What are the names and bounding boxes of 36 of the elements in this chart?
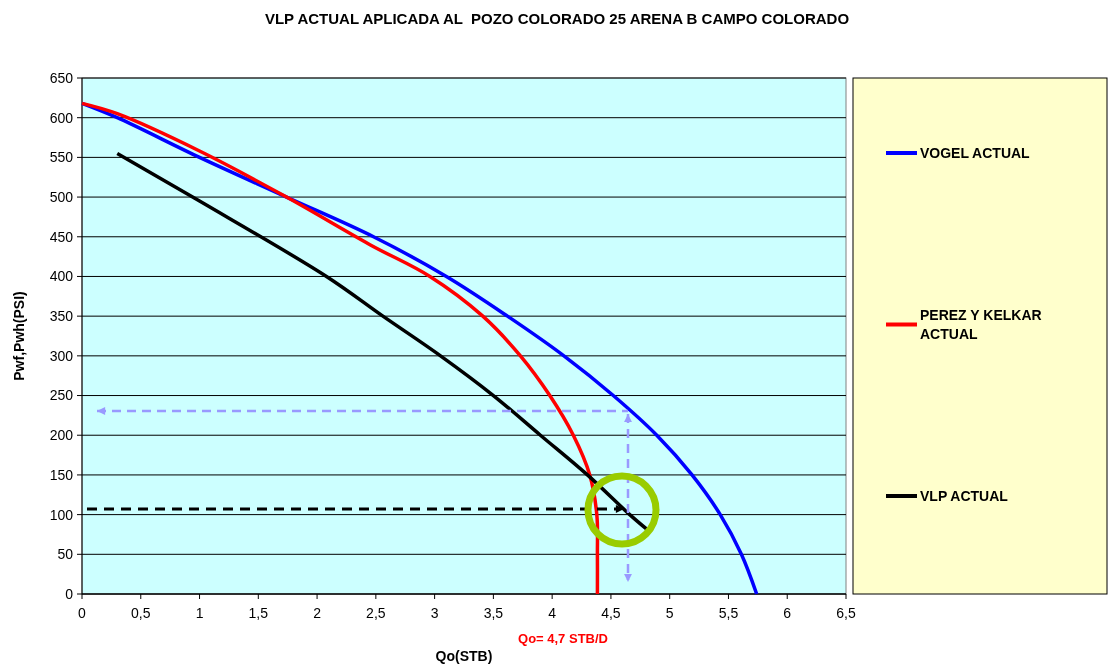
x-tick-label: 5 [665,605,674,621]
x-tick-label: 4,5 [601,605,621,621]
x-tick-label: 2 [313,605,322,621]
x-tick-label: 1 [195,605,204,621]
legend-label: PEREZ Y KELKAR ACTUAL [920,307,1042,343]
y-tick-label: 0 [65,585,74,602]
y-tick-label: 500 [49,188,74,205]
x-tick-label: 6,5 [836,605,856,621]
y-tick-label: 300 [49,347,74,364]
legend-label: VLP ACTUAL [920,487,1009,504]
line-series [80,101,600,596]
y-tick-label: 50 [57,546,74,563]
text: Qo= 4,7 STB/D [518,631,608,646]
x-tick-label: 1,5 [248,605,269,621]
x-tick-label: 2,5 [366,605,386,621]
y-tick-label: 400 [49,268,74,285]
y-axis-title: Pwf,Pwh(PSI) [11,291,27,381]
x-tick-label: 4 [548,605,557,621]
y-tick-label: 150 [49,466,74,483]
y-tick-label: 450 [49,228,74,245]
y-tick-label: 550 [49,149,74,166]
x-tick-label: 5,5 [718,605,739,621]
y-tick-label: 650 [49,69,74,86]
x-tick-label: 3 [430,605,439,621]
x-tick-label: 0,5 [131,605,151,621]
legend-label: VOGEL ACTUAL [920,144,1031,161]
y-tick-label: 100 [49,506,74,523]
y-tick-label: 250 [49,387,74,404]
chart-title: VLP ACTUAL APLICADA AL POZO COLORADO 25 ARENA B CAMPO COLORADO [264,10,850,27]
x-tick-label: 3,5 [483,605,504,621]
x-axis-title: Qo(STB) [435,648,493,664]
x-tick-label: 6 [783,605,792,621]
y-tick-label: 200 [49,427,74,444]
x-tick-label: 0 [78,605,87,621]
y-tick-label: 350 [49,308,74,325]
y-tick-label: 600 [49,109,74,126]
